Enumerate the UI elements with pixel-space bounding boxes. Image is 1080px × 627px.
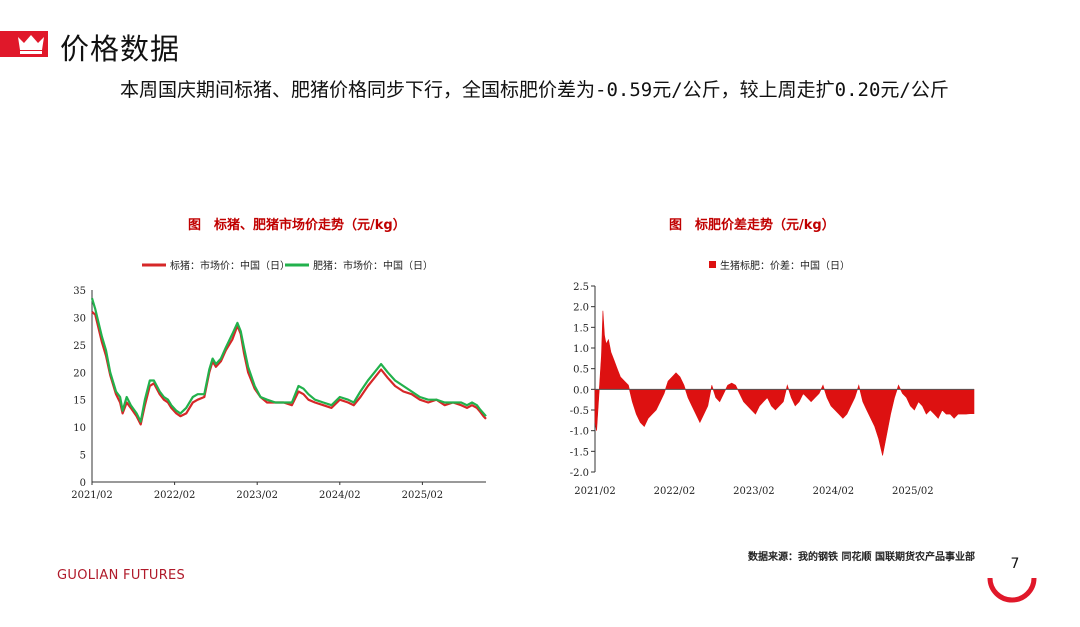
y-tick-label: -1.5	[570, 447, 589, 458]
page-title: 价格数据	[60, 32, 181, 66]
y-tick-label: 2.5	[573, 282, 589, 293]
y-tick-label: -2.0	[570, 468, 589, 479]
y-tick-label: 5	[80, 451, 86, 462]
y-tick-label: 1.5	[573, 323, 589, 334]
x-tick-label: 2021/02	[574, 486, 616, 497]
y-tick-label: 1.0	[573, 344, 589, 355]
spread-area-chart: 生猪标肥：价差：中国（日） 2.5 2.0 1.5 1.0 0.5 0.0 -0.5 -1.0 -…	[570, 259, 975, 497]
y-tick-label: 30	[73, 313, 86, 324]
x-tick-label: 2024/02	[319, 490, 361, 501]
x-tick-label: 2022/02	[154, 490, 196, 501]
data-source-note: 数据来源：我的钢铁 同花顺 国联期货农产品事业部	[748, 552, 975, 563]
crown-icon	[18, 35, 44, 54]
right-chart-title: 图 标肥价差走势（元/kg）	[669, 218, 835, 233]
x-tick-label: 2023/02	[733, 486, 775, 497]
y-tick-label: -1.0	[570, 427, 589, 438]
brand-logo-text: GUOLIAN FUTURES	[57, 568, 186, 583]
page-number-arc	[987, 577, 1037, 603]
x-tick-label: 2025/02	[402, 490, 444, 501]
x-tick-label: 2025/02	[892, 486, 934, 497]
page-number: 7	[1010, 556, 1020, 572]
y-tick-label: 0.0	[573, 385, 589, 396]
legend-label: 生猪标肥：价差：中国（日）	[720, 259, 850, 272]
y-tick-label: 35	[73, 286, 86, 297]
summary-text: 本周国庆期间标猪、肥猪价格同步下行，全国标肥价差为-0.59元/公斤，较上周走扩…	[120, 79, 949, 101]
fat-pig-series-line	[90, 297, 487, 423]
y-tick-label: 20	[73, 368, 86, 379]
standard-pig-series-line	[91, 311, 487, 426]
legend-label: 肥猪：市场价：中国（日）	[313, 259, 433, 272]
left-chart-title: 图 标猪、肥猪市场价走势（元/kg）	[188, 218, 406, 233]
legend-swatch	[709, 261, 716, 268]
x-tick-label: 2022/02	[654, 486, 696, 497]
y-tick-label: 0	[80, 478, 86, 489]
y-tick-label: 25	[73, 341, 86, 352]
price-line-chart: 标猪：市场价：中国（日） 肥猪：市场价：中国（日） 0 5 10 15 20 25 30 35 20…	[71, 259, 487, 501]
x-tick-label: 2023/02	[236, 490, 278, 501]
legend-label: 标猪：市场价：中国（日）	[170, 259, 290, 272]
y-tick-label: 10	[73, 423, 86, 434]
y-tick-label: 2.0	[573, 303, 589, 314]
x-tick-label: 2021/02	[71, 490, 113, 501]
spread-area-series	[594, 310, 975, 456]
y-tick-label: 15	[73, 396, 86, 407]
y-tick-label: -0.5	[570, 406, 589, 417]
y-tick-label: 0.5	[573, 365, 589, 376]
x-tick-label: 2024/02	[813, 486, 855, 497]
